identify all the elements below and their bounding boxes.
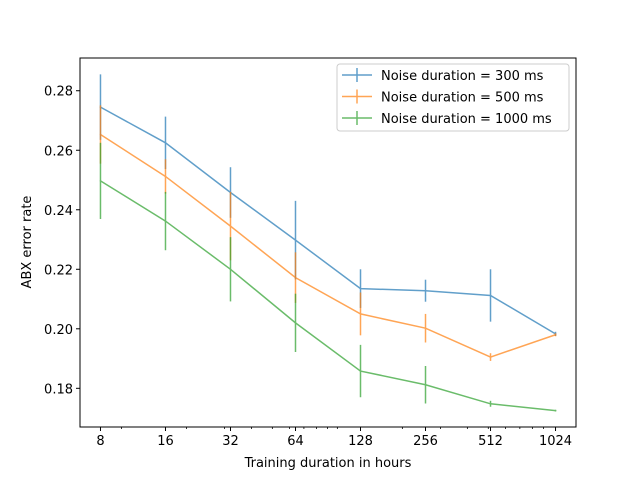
data-point (294, 322, 297, 324)
data-point (294, 239, 297, 241)
y-tick-label: 0.18 (44, 382, 73, 397)
y-tick-label: 0.28 (44, 85, 73, 100)
y-tick-label: 0.20 (44, 323, 73, 338)
legend-entry: Noise duration = 500 ms (342, 89, 544, 106)
legend-swatch (342, 89, 372, 104)
legend-entry: Noise duration = 1000 ms (342, 111, 552, 127)
x-axis: 8 16 32 64 128 256 512 1024 (96, 427, 572, 449)
data-point (489, 294, 492, 297)
x-tick-label: 8 (96, 434, 104, 449)
plot-frame (79, 57, 577, 428)
series-line (100, 180, 556, 412)
data-point (164, 220, 167, 222)
data-point (359, 287, 362, 290)
data-point (99, 180, 102, 182)
legend-entry: Noise duration = 300 ms (342, 68, 544, 84)
data-point (229, 268, 232, 271)
x-tick-label: 1024 (539, 434, 572, 449)
series-line (100, 133, 556, 358)
x-tick-label: 512 (478, 434, 503, 449)
data-point (554, 409, 557, 412)
data-point (424, 289, 427, 292)
x-tick-label: 64 (287, 434, 304, 449)
data-point (359, 313, 362, 315)
y-tick-label: 0.26 (44, 144, 73, 159)
legend-swatch (342, 68, 372, 82)
data-point (359, 370, 362, 372)
legend: Noise duration = 300 ms Noise duration = … (336, 63, 570, 132)
x-tick-label: 256 (413, 434, 438, 449)
y-tick-label: 0.24 (44, 204, 73, 219)
y-tick-label: 0.22 (44, 263, 73, 278)
x-axis-label: Training duration in hours (244, 456, 412, 471)
data-point (489, 356, 492, 358)
series-3 (99, 142, 557, 412)
data-point (99, 133, 102, 136)
x-tick-label: 16 (157, 434, 174, 449)
data-point (164, 142, 167, 144)
data-point (424, 327, 427, 330)
legend-swatch (342, 111, 372, 125)
legend-label: Noise duration = 1000 ms (381, 112, 552, 127)
x-tick-label: 32 (222, 434, 239, 449)
x-tick-label: 128 (348, 434, 373, 449)
data-point (294, 276, 297, 279)
y-axis: 0.18 0.20 0.22 0.24 0.26 0.28 (44, 85, 80, 397)
legend-label: Noise duration = 300 ms (381, 69, 544, 84)
series-line (100, 106, 556, 335)
data-point (489, 402, 492, 405)
data-point (424, 383, 427, 386)
y-axis-label: ABX error rate (20, 196, 35, 289)
data-point (164, 175, 167, 178)
series-layer (99, 74, 557, 412)
series-2 (99, 105, 557, 361)
data-point (554, 333, 557, 336)
data-point (229, 225, 232, 227)
legend-box (336, 63, 570, 132)
legend-label: Noise duration = 500 ms (381, 91, 544, 106)
